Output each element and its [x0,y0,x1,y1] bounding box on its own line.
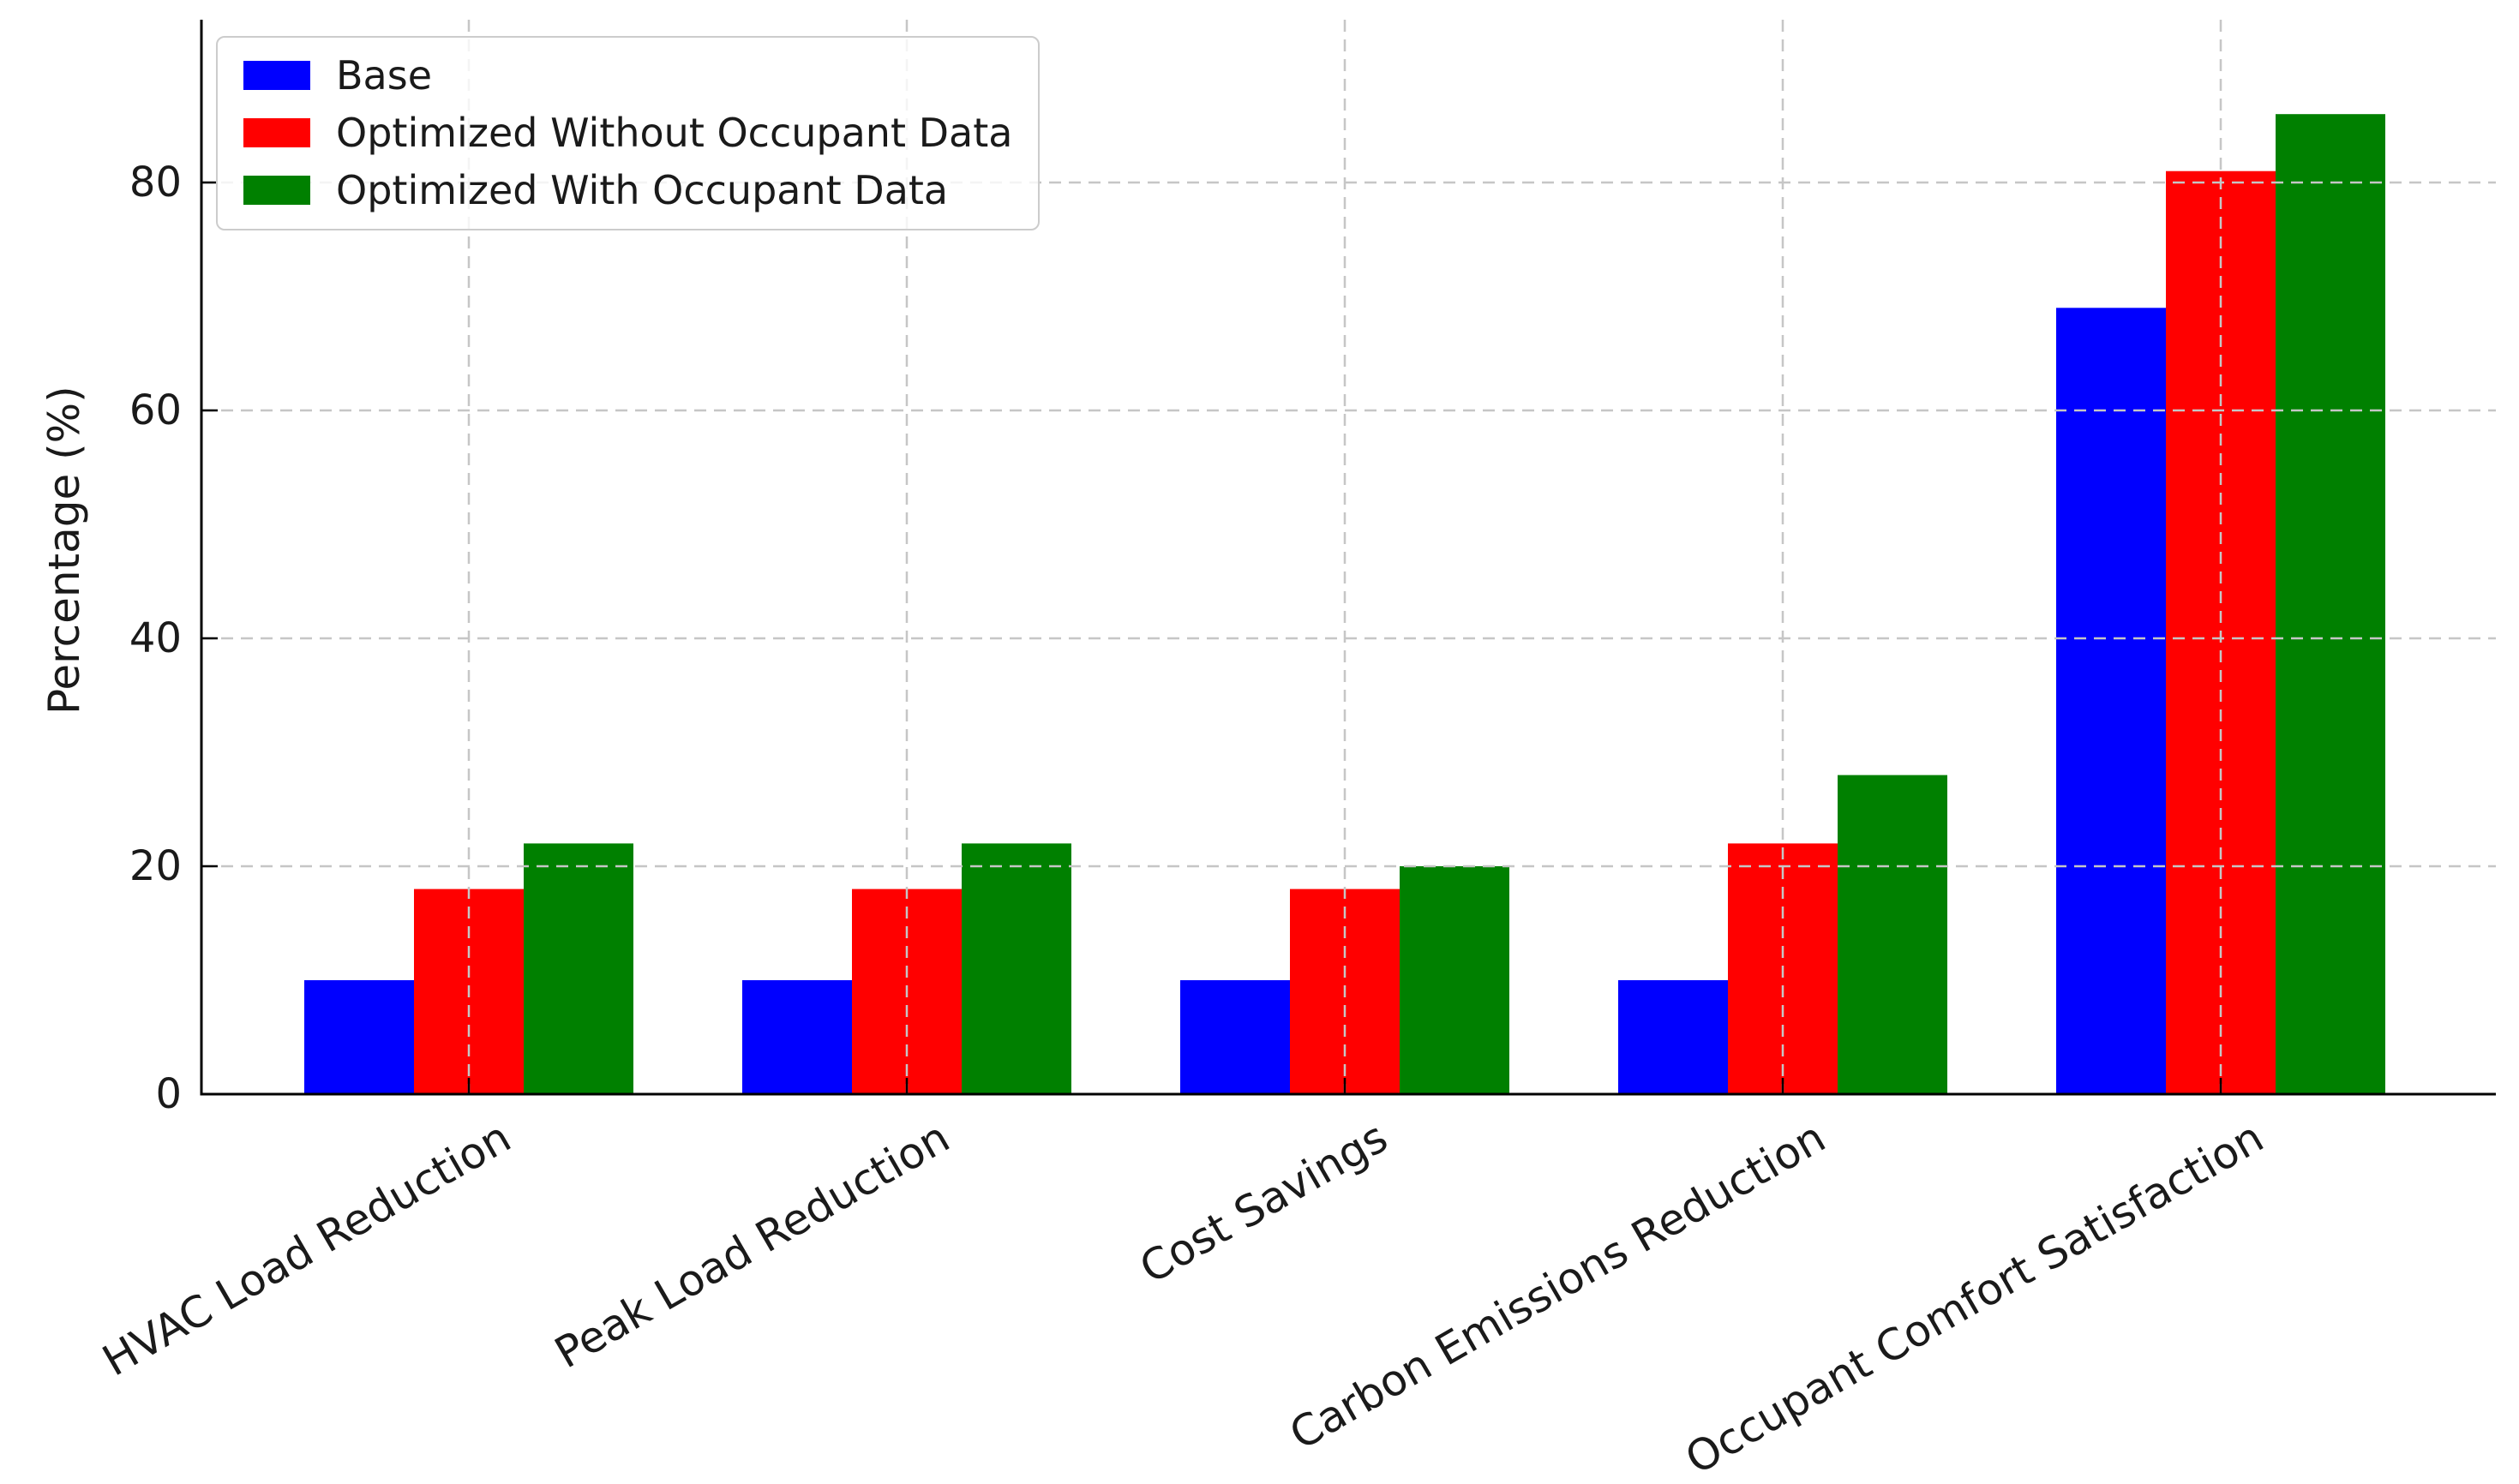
bar [1400,866,1509,1094]
bar [2056,308,2166,1094]
bar [304,980,414,1094]
bar [1618,980,1728,1094]
legend-swatch-icon [243,61,310,91]
bar [962,843,1071,1094]
legend-swatch-icon [243,118,310,148]
y-tick-label: 0 [155,1070,182,1118]
bar [742,980,852,1094]
y-tick-label: 80 [129,159,182,206]
legend-item: Optimized With Occupant Data [243,166,1012,213]
bar [1838,775,1947,1094]
legend-swatch-icon [243,176,310,206]
y-axis-label: Percentage (%) [39,386,89,715]
bar-chart-figure: Percentage (%) 0 20 40 60 80 HVAC Load Reduc… [39,20,2496,1484]
legend-item: Optimized Without Occupant Data [243,109,1013,156]
legend-item: Base [243,53,1012,99]
bar [1180,980,1290,1094]
legend-item-label: Base [336,52,433,99]
y-tick-label: 60 [129,386,182,434]
bar [2276,114,2385,1095]
legend-item-label: Optimized Without Occupant Data [336,109,1013,156]
legend: Base Optimized Without Occupant Data Optim… [216,36,1041,230]
legend-item-label: Optimized With Occupant Data [336,166,949,213]
plot-area [200,20,2496,1096]
bar [524,843,633,1094]
y-tick-label: 40 [129,614,182,662]
y-tick-label: 20 [129,842,182,890]
